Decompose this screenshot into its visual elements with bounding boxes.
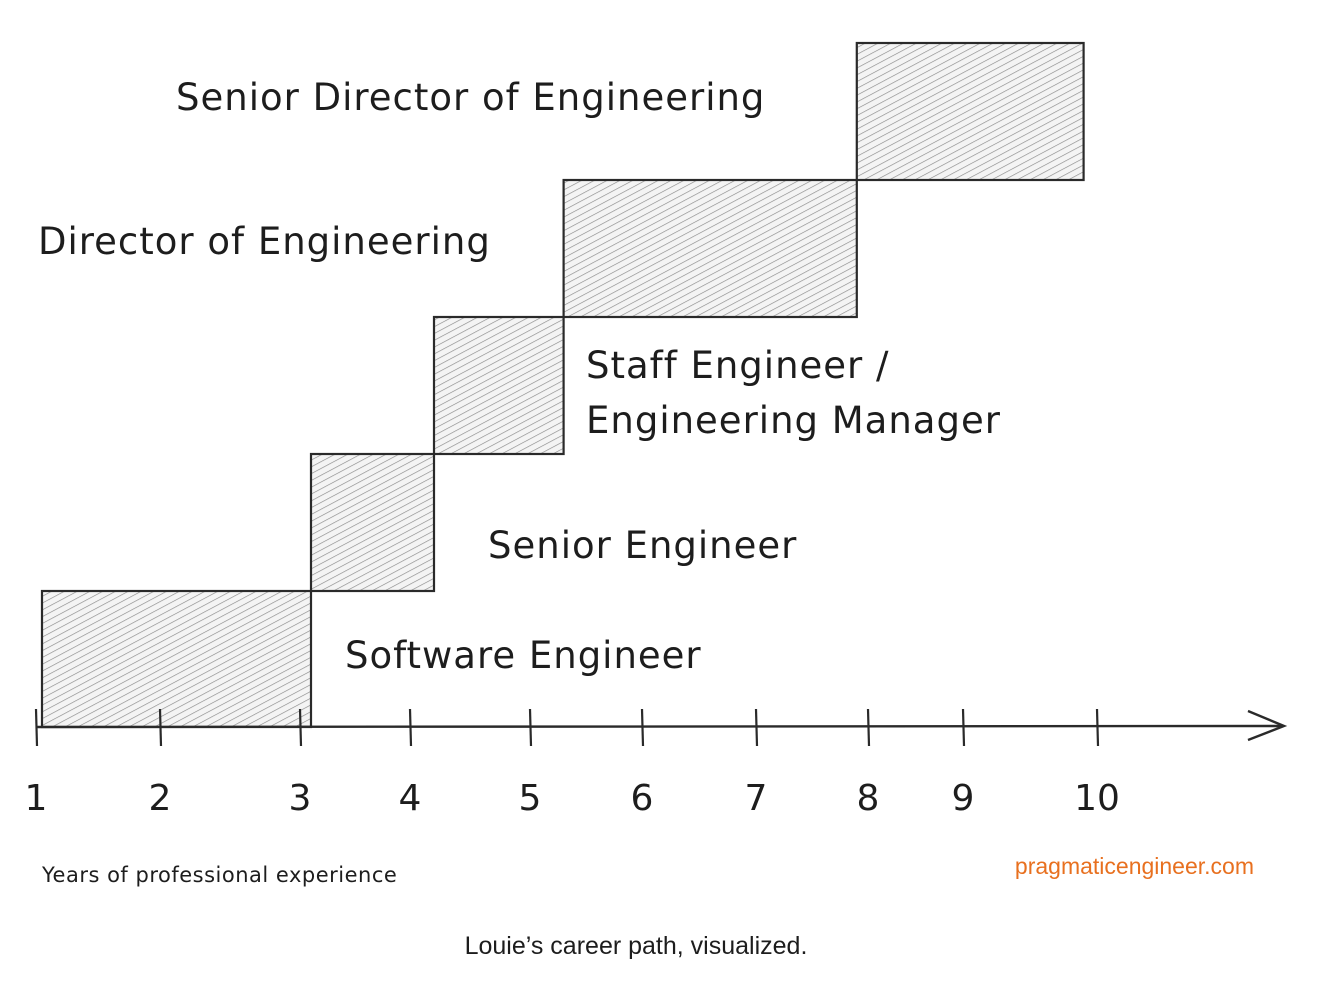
tick-5: [528, 708, 533, 747]
tick-8: [866, 708, 871, 747]
tick-9: [961, 708, 966, 747]
stage-box-senior-director: [855, 41, 1085, 182]
figure-caption: Louie’s career path, visualized.: [465, 932, 808, 960]
x-axis-ticks: [34, 708, 1100, 747]
tick-label-1: 1: [25, 778, 48, 819]
tick-1: [34, 708, 39, 747]
stage-box-senior-engineer: [309, 452, 436, 593]
label-director: Director of Engineering: [38, 220, 491, 263]
tick-label-5: 5: [519, 778, 542, 819]
tick-label-10: 10: [1074, 778, 1120, 819]
stage-labels: Software Engineer Senior Engineer Staff …: [38, 76, 1001, 677]
tick-label-8: 8: [857, 778, 880, 819]
tick-7: [754, 708, 759, 747]
label-staff-engineer-line2: Engineering Manager: [586, 399, 1001, 442]
tick-3: [298, 708, 303, 747]
x-axis-tick-labels: 1 2 3 4 5 6 7 8 9 10: [25, 778, 1120, 819]
tick-label-6: 6: [631, 778, 654, 819]
tick-6: [640, 708, 645, 747]
tick-label-9: 9: [952, 778, 975, 819]
x-axis-line: [35, 724, 1283, 729]
tick-label-7: 7: [745, 778, 768, 819]
label-senior-director: Senior Director of Engineering: [176, 76, 765, 119]
stage-box-director: [562, 178, 858, 319]
label-staff-engineer-line1: Staff Engineer /: [586, 344, 890, 387]
career-stage-boxes: [40, 41, 1085, 729]
x-axis-title: Years of professional experience: [41, 863, 397, 887]
stage-box-staff-engineer: [432, 315, 565, 456]
stage-box-software-engineer: [40, 589, 313, 729]
x-axis-arrow-icon: [1247, 709, 1288, 742]
tick-label-2: 2: [149, 778, 172, 819]
tick-2: [158, 708, 163, 747]
tick-label-3: 3: [289, 778, 312, 819]
tick-label-4: 4: [399, 778, 422, 819]
label-software-engineer: Software Engineer: [345, 634, 702, 677]
tick-10: [1095, 708, 1100, 747]
label-senior-engineer: Senior Engineer: [488, 524, 797, 567]
x-axis: 1 2 3 4 5 6 7 8 9 10: [25, 708, 1288, 819]
brand-watermark: pragmaticengineer.com: [1015, 853, 1254, 879]
tick-4: [408, 708, 413, 747]
